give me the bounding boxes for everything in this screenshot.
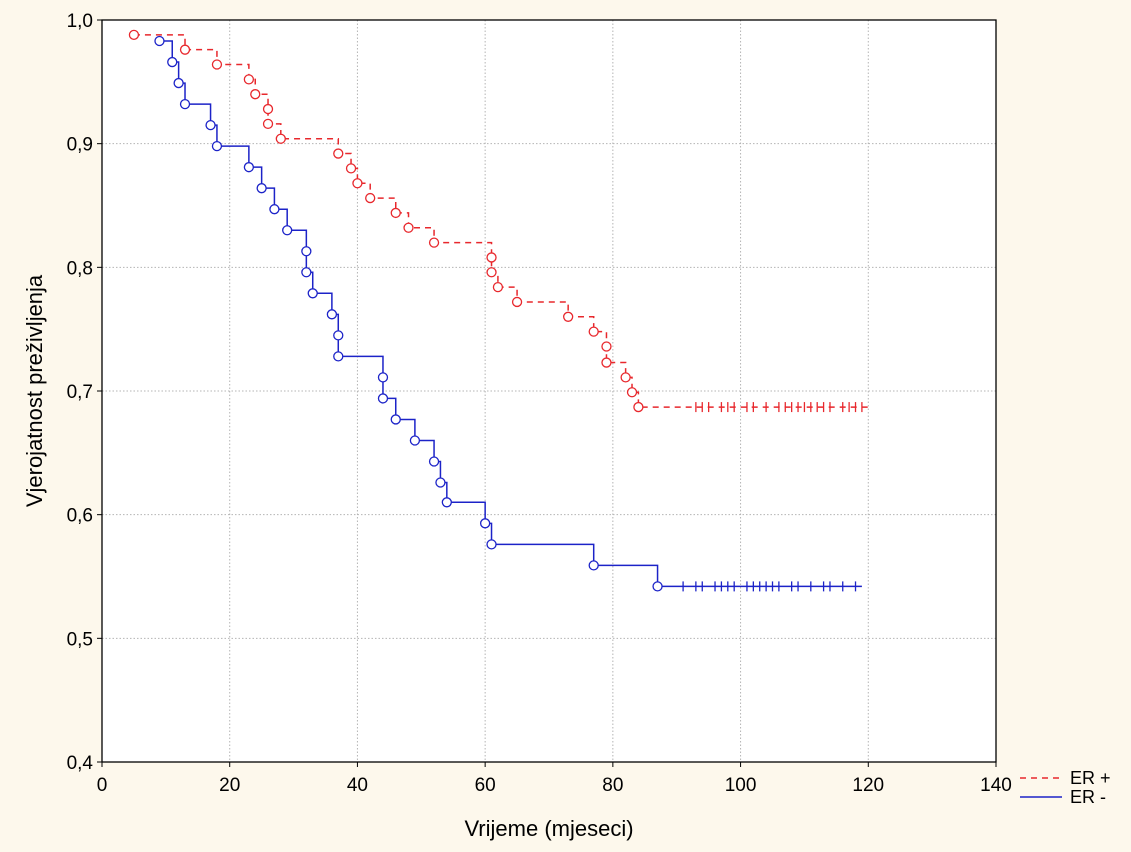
event-point [588, 560, 599, 571]
event-point [275, 133, 286, 144]
event-point [179, 44, 191, 55]
legend-item-er-positive: ER + [1020, 768, 1111, 788]
event-point [492, 281, 504, 293]
series-er-positive [128, 29, 869, 413]
event-point [435, 477, 446, 488]
event-point [601, 357, 612, 368]
event-point [633, 401, 644, 413]
event-point [211, 140, 223, 152]
x-tick-label: 40 [347, 775, 368, 796]
event-point [428, 237, 440, 248]
y-tick-label: 0,6 [67, 506, 93, 527]
event-point [511, 296, 523, 308]
series-layer [128, 29, 869, 592]
event-point [154, 35, 165, 47]
legend-item-er-negative: ER - [1020, 787, 1106, 807]
event-point [262, 118, 274, 130]
y-tick-label: 0,9 [67, 135, 93, 156]
event-point [409, 435, 421, 446]
series-er-negative [154, 35, 862, 592]
y-tick-label: 0,4 [67, 753, 94, 774]
y-tick-label: 1,0 [67, 11, 93, 32]
x-tick-label: 100 [725, 775, 757, 796]
event-point [269, 204, 280, 215]
event-point [173, 77, 184, 89]
event-point [243, 74, 255, 85]
y-tick-label: 0,7 [67, 382, 93, 403]
event-point [345, 163, 357, 174]
event-point [307, 288, 318, 299]
event-point [365, 192, 376, 204]
event-point [403, 222, 414, 233]
event-point [390, 207, 401, 219]
event-point [486, 252, 497, 263]
event-point [652, 581, 663, 592]
x-tick-label: 120 [852, 775, 884, 796]
event-point [390, 414, 401, 425]
event-point [205, 119, 216, 131]
event-point [601, 341, 612, 352]
x-tick-label: 80 [602, 775, 623, 796]
x-tick-label: 140 [980, 775, 1012, 796]
legend: ER +ER - [1020, 768, 1111, 807]
y-axis-title: Vjerojatnost preživljenja [22, 274, 47, 507]
x-axis-title: Vrijeme (mjeseci) [464, 816, 633, 841]
y-tick-label: 0,5 [67, 629, 93, 650]
event-point [377, 393, 389, 404]
event-point [441, 497, 452, 508]
event-point [256, 183, 267, 194]
event-point [333, 330, 344, 341]
event-point [486, 267, 497, 278]
event-point [262, 103, 274, 115]
event-point [377, 372, 389, 383]
event-point [479, 518, 491, 529]
event-point [333, 148, 344, 159]
x-tick-label: 0 [97, 775, 108, 796]
event-point [563, 311, 574, 322]
event-point [301, 246, 312, 257]
event-point [301, 267, 312, 278]
axis-ticks: 0 20 40 60 80 100 120 140 0,4 0,5 0,6 0,7 0,8 0,9 1,0 [67, 11, 1012, 796]
legend-label: ER + [1070, 768, 1111, 788]
event-point [486, 539, 497, 550]
event-point [588, 326, 599, 337]
event-point [128, 29, 140, 40]
x-tick-label: 60 [475, 775, 496, 796]
legend-label: ER - [1070, 787, 1106, 807]
event-point [243, 162, 255, 173]
plot-area [102, 20, 996, 762]
event-point [333, 351, 344, 362]
y-tick-label: 0,8 [67, 258, 93, 279]
event-point [326, 309, 338, 320]
event-point [167, 56, 178, 68]
event-point [428, 456, 440, 467]
event-point [352, 178, 363, 189]
event-point [282, 225, 293, 236]
event-point [211, 59, 223, 70]
x-tick-label: 20 [219, 775, 240, 796]
event-point [626, 387, 638, 398]
event-point [179, 98, 191, 110]
event-point [620, 372, 631, 383]
event-point [250, 89, 261, 100]
